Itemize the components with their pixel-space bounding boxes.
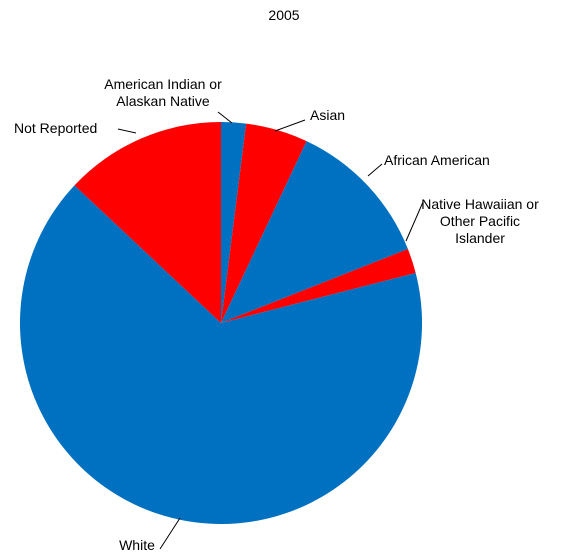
leader-line-african-american (367, 163, 383, 177)
pie-slice-asian (221, 123, 307, 323)
leader-line-american-indian-or-alaskan-native (217, 111, 233, 124)
pie-labels: American Indian or Alaskan Native Asian Afr… (14, 76, 539, 553)
leader-line-white (159, 517, 181, 550)
chart-title: 2005 (268, 7, 300, 23)
pie-slices (20, 121, 423, 525)
data-label-not-reported: Not Reported (14, 120, 97, 136)
pie-slice-native-hawaiian-or-other-pacific-islander (221, 249, 416, 323)
data-label-line: Alaskan Native (116, 93, 210, 109)
data-label-line: African American (384, 152, 490, 168)
leader-line-not-reported (117, 128, 137, 134)
data-label-line: Asian (310, 107, 345, 123)
data-label-line: Other Pacific (440, 213, 520, 229)
pie-slice-white (20, 185, 423, 525)
data-label-line: Islander (455, 230, 505, 246)
leader-line-native-hawaiian-or-other-pacific-islander (405, 201, 424, 242)
data-label-line: American Indian or (104, 76, 222, 92)
leader-line-asian (274, 119, 306, 132)
data-label-line: Native Hawaiian or (421, 196, 539, 212)
data-label-white: White (119, 537, 155, 553)
pie-slice-american-indian-or-alaskan-native (221, 121, 247, 323)
data-label-american-indian-or-alaskan-native: American Indian or Alaskan Native (104, 76, 222, 109)
data-label-asian: Asian (310, 107, 345, 123)
data-label-line: Not Reported (14, 120, 97, 136)
data-label-native-hawaiian-or-other-pacific-islander: Native Hawaiian or Other Pacific Islander (421, 196, 539, 246)
data-label-african-american: African American (384, 152, 490, 168)
data-label-line: White (119, 537, 155, 553)
pie-slice-not-reported (74, 122, 221, 323)
pie-slice-african-american (221, 141, 408, 323)
